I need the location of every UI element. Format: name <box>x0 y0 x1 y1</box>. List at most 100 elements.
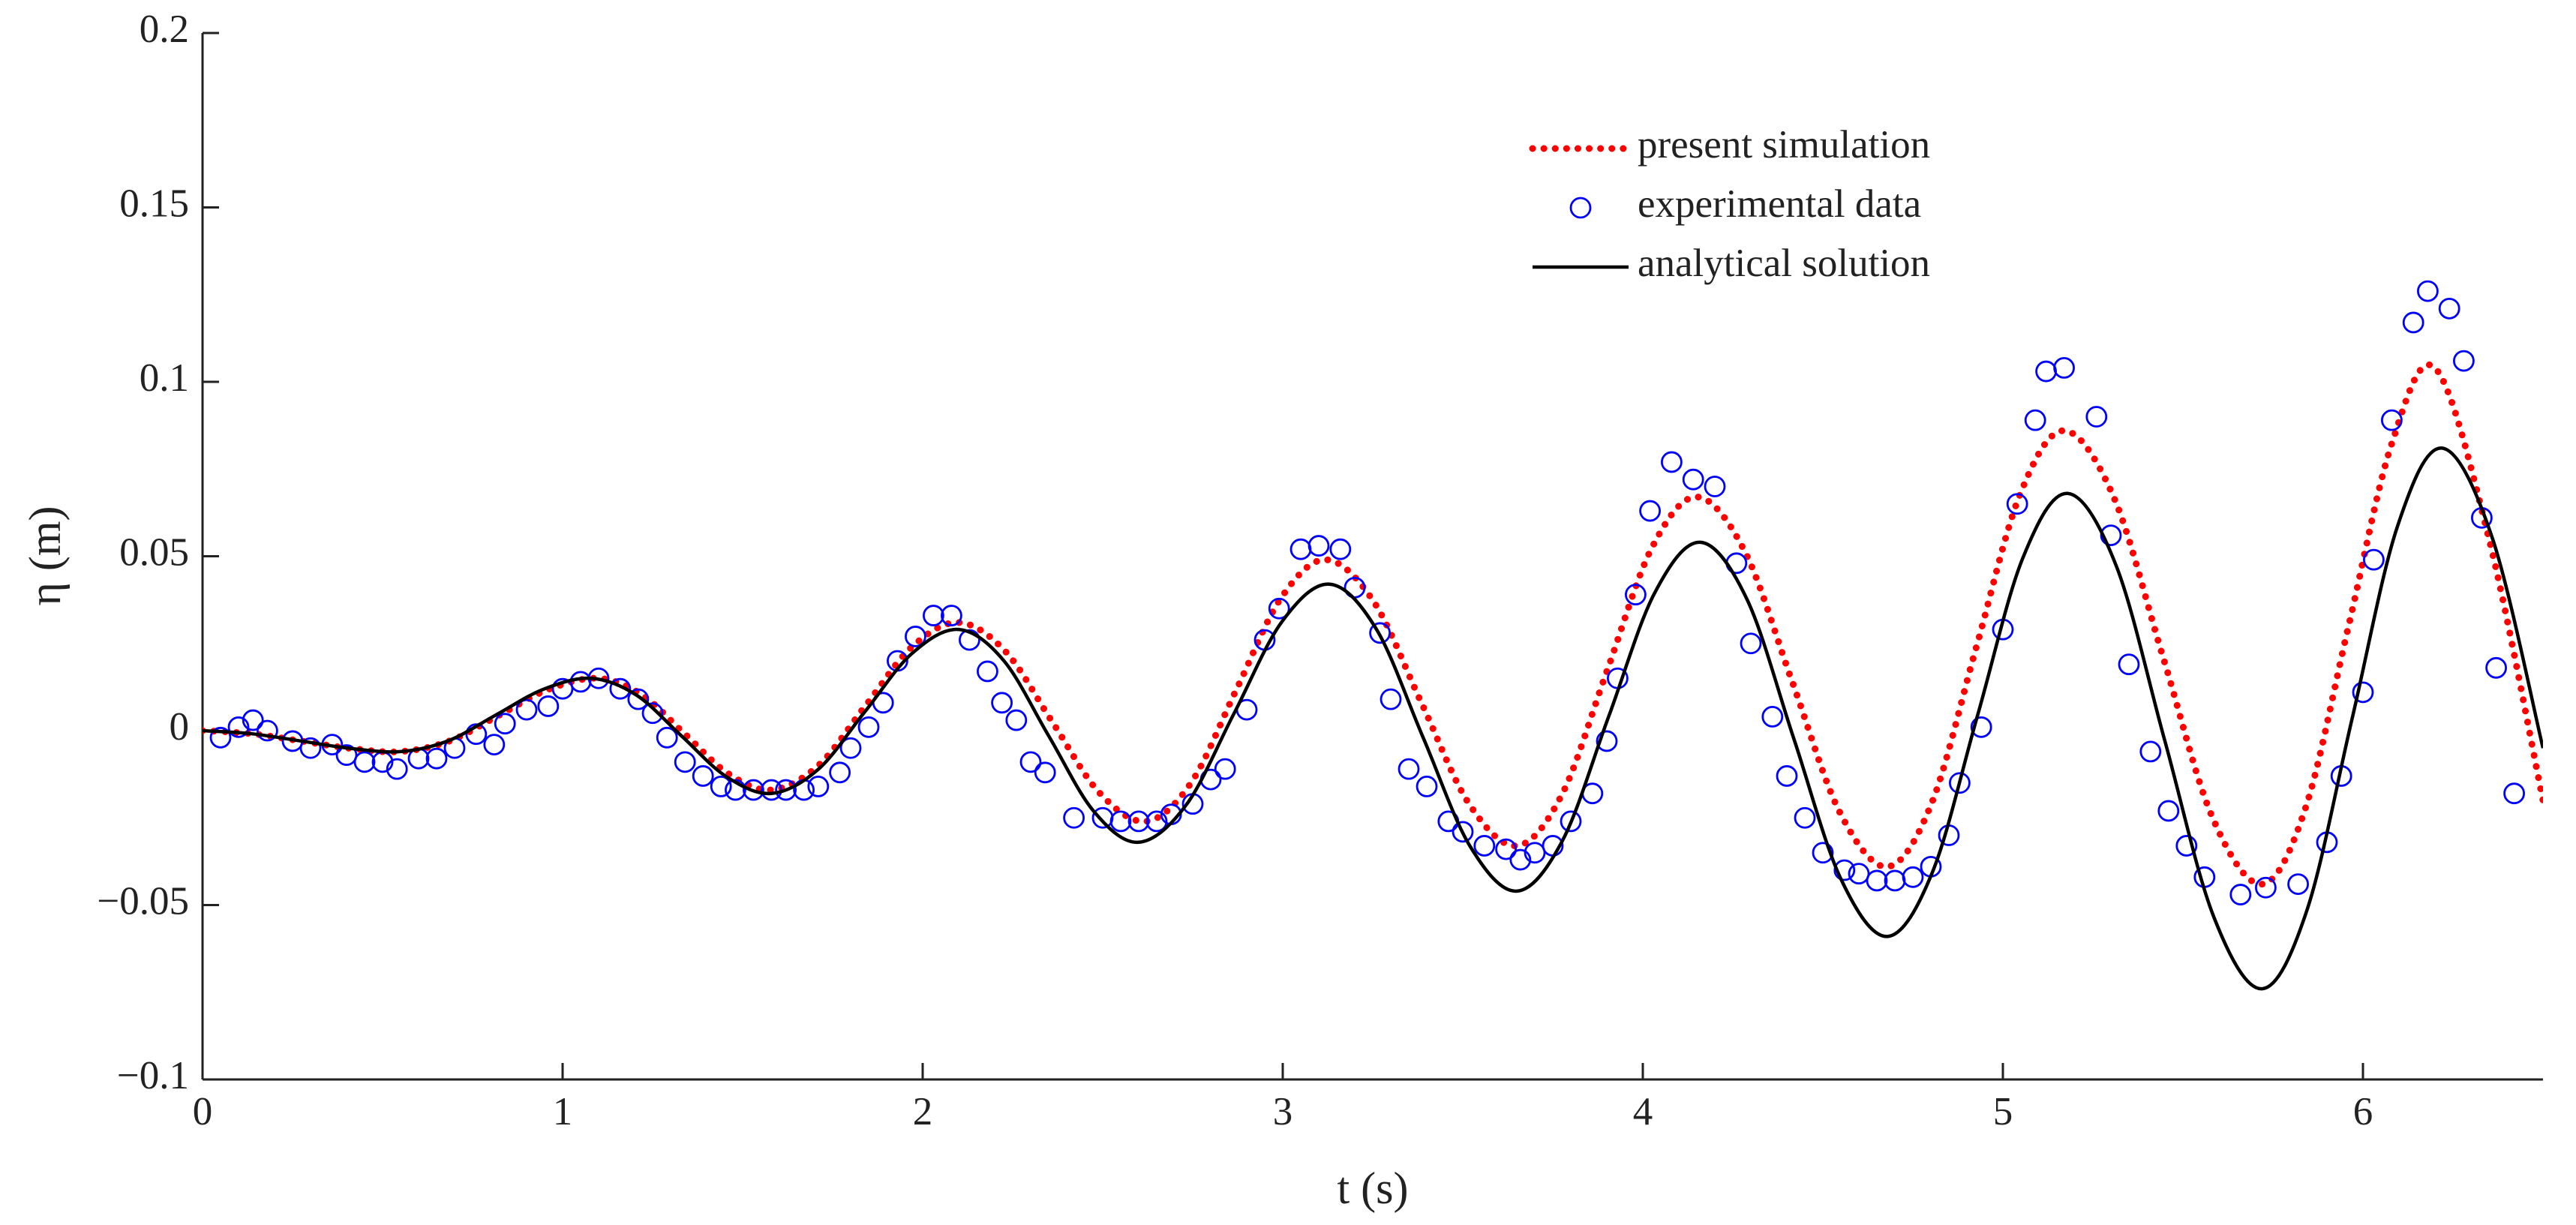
y-tick-label: −0.05 <box>97 880 189 923</box>
data-point <box>299 737 322 759</box>
data-point <box>1624 584 1647 606</box>
data-point <box>2024 409 2046 431</box>
data-point <box>2352 681 2374 704</box>
data-point <box>386 758 408 780</box>
data-point <box>839 737 862 759</box>
x-tick-label: 6 <box>2353 1090 2373 1133</box>
legend-label: experimental data <box>1638 182 1921 226</box>
data-point <box>743 779 764 801</box>
data-point <box>1290 538 1312 560</box>
data-point <box>1524 842 1546 864</box>
data-point <box>1639 500 1662 522</box>
x-tick-label: 4 <box>1633 1090 1653 1133</box>
y-tick-label: 0.1 <box>140 356 189 400</box>
data-point <box>1214 758 1236 780</box>
data-point <box>2053 356 2076 379</box>
data-point <box>2380 409 2403 431</box>
x-tick-label: 5 <box>1993 1090 2013 1133</box>
data-point <box>1145 810 1168 833</box>
data-point <box>1812 842 1834 864</box>
data-point <box>242 709 264 731</box>
data-point <box>1848 863 1870 885</box>
data-point <box>1063 806 1085 829</box>
data-point <box>1560 810 1582 833</box>
x-axis-label: t (s) <box>1338 1163 1409 1213</box>
data-point <box>2118 653 2140 676</box>
data-point <box>829 761 851 784</box>
data-point <box>335 744 358 766</box>
data-point <box>2254 876 2277 899</box>
data-point <box>1970 716 1992 738</box>
data-point <box>494 713 516 735</box>
data-point <box>1682 468 1704 491</box>
x-tick-label: 2 <box>913 1090 933 1133</box>
data-point <box>256 719 278 742</box>
data-point <box>1704 476 1726 497</box>
data-point <box>1308 535 1330 557</box>
data-point <box>1833 859 1856 881</box>
data-point <box>627 688 650 710</box>
data-point <box>1660 451 1683 473</box>
data-point <box>1380 688 1402 710</box>
data-point <box>941 605 962 626</box>
data-point <box>959 629 980 651</box>
data-point <box>1127 810 1150 833</box>
y-tick-label: 0.15 <box>119 182 189 226</box>
data-point <box>1596 730 1618 752</box>
data-point <box>1776 765 1798 787</box>
x-tick-label: 3 <box>1273 1090 1293 1133</box>
data-point <box>465 723 488 746</box>
data-point <box>483 734 506 755</box>
data-point <box>1005 709 1028 731</box>
legend-label: present simulation <box>1638 123 1930 167</box>
data-point <box>923 605 944 626</box>
data-point <box>2503 782 2526 805</box>
data-point <box>1948 772 1971 794</box>
data-point <box>2006 493 2028 515</box>
data-point <box>2287 873 2310 895</box>
data-point <box>1452 821 1474 843</box>
y-tick-label: 0.05 <box>119 531 189 575</box>
x-tick-label: 0 <box>193 1090 213 1133</box>
data-point <box>1329 538 1352 560</box>
data-point <box>1473 835 1496 857</box>
data-point <box>2085 406 2108 428</box>
data-point <box>2485 656 2508 679</box>
data-point <box>609 677 632 700</box>
data-point <box>775 779 797 801</box>
data-point <box>2139 740 2162 763</box>
data-point <box>2416 280 2439 302</box>
data-point <box>1398 758 1420 780</box>
data-point <box>905 626 926 647</box>
data-point <box>1109 810 1132 833</box>
data-point <box>641 702 664 725</box>
data-point <box>2452 350 2475 372</box>
line-series <box>203 361 2543 888</box>
data-point <box>977 660 998 683</box>
data-point <box>674 751 696 773</box>
data-point <box>1268 597 1290 620</box>
data-point <box>551 677 574 700</box>
data-point <box>1761 706 1784 728</box>
y-tick-label: 0 <box>170 705 190 749</box>
data-point <box>2438 297 2460 320</box>
data-point <box>515 698 538 721</box>
data-point <box>1034 761 1056 784</box>
data-point <box>725 779 746 801</box>
x-tick-label: 1 <box>553 1090 573 1133</box>
data-point <box>991 692 1013 714</box>
data-point <box>1495 838 1517 860</box>
data-point <box>1902 866 1924 888</box>
y-tick-label: 0.2 <box>140 8 189 51</box>
data-point <box>2035 360 2058 383</box>
line-series <box>203 446 2543 991</box>
data-point <box>2175 835 2198 857</box>
data-point <box>2402 311 2424 334</box>
data-point <box>710 776 732 797</box>
data-point <box>1019 751 1042 773</box>
legend-swatch <box>1569 197 1592 219</box>
data-point <box>1509 848 1532 871</box>
data-point <box>1740 632 1762 655</box>
legend-label: analytical solution <box>1638 242 1930 285</box>
